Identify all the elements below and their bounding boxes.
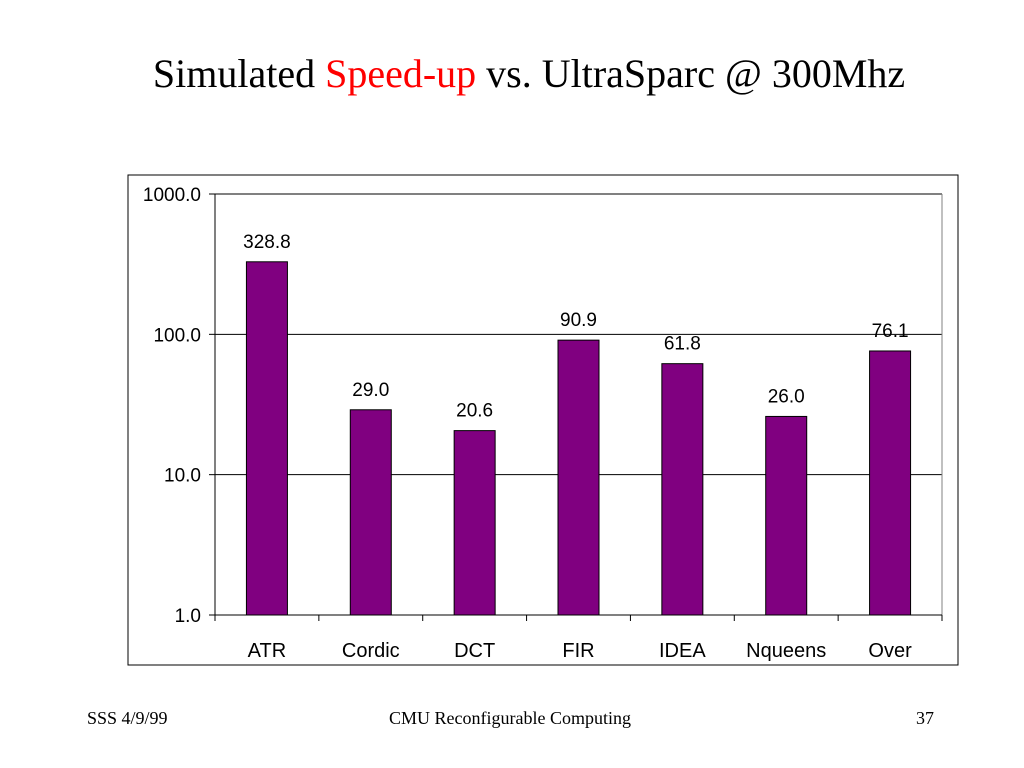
footer-course: CMU Reconfigurable Computing [389, 708, 631, 728]
axes [209, 193, 943, 621]
x-tick-label: Nqueens [746, 640, 826, 662]
title-part1: Simulated [152, 51, 326, 96]
y-tick-label: 100.0 [153, 325, 201, 346]
bar-value-label: 328.8 [243, 232, 291, 253]
y-tick-label: 10.0 [164, 466, 201, 487]
labels: 1.0 10.0 100.0 1000.0 328.8 ATR 29.0 Cordic 20.6… [143, 185, 912, 662]
footer-date: SSS 4/9/99 [87, 708, 168, 728]
bar-atr [245, 261, 288, 616]
bar-value-label: 26.0 [768, 386, 805, 407]
bar-idea [661, 363, 704, 616]
bar-value-label: 20.6 [456, 401, 493, 422]
bars [245, 261, 912, 616]
bar-value-label: 29.0 [352, 380, 389, 401]
y-tick-label: 1000.0 [143, 185, 201, 206]
x-tick-label: IDEA [659, 640, 706, 662]
x-tick-label: Cordic [342, 640, 400, 662]
bar-value-label: 90.9 [560, 310, 597, 331]
x-tick-label: DCT [454, 640, 495, 662]
x-tick-label: FIR [562, 640, 594, 662]
slide-title: Simulated Speed-up vs. UltraSparc @ 300M… [0, 50, 1024, 97]
title-part2: vs. UltraSparc @ 300Mhz [476, 51, 906, 96]
bar-dct [453, 430, 496, 616]
y-tick-label: 1.0 [175, 606, 201, 627]
bar-over [869, 350, 912, 616]
x-tick-label: Over [868, 640, 912, 662]
bar-fir [557, 339, 600, 616]
title-highlight: Speed-up [325, 51, 477, 96]
footer-page-number: 37 [916, 708, 934, 728]
bar-value-label: 76.1 [872, 321, 909, 342]
bar-cordic [349, 409, 392, 616]
x-tick-label: ATR [248, 640, 287, 662]
bar-nqueens [765, 415, 808, 616]
bar-value-label: 61.8 [664, 334, 701, 355]
